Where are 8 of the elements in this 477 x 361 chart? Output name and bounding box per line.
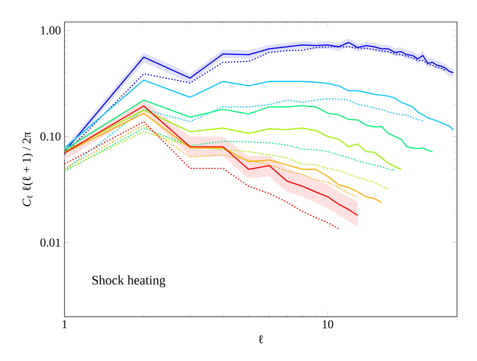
annotation: Shock heating	[92, 275, 166, 288]
x-tick-label: 10	[322, 320, 334, 328]
y-tick-label: 0.01	[40, 238, 60, 247]
y-tick-label: 1.00	[41, 26, 61, 34]
x-axis-title: ℓ	[258, 335, 263, 344]
y-axis-title: C$_{ℓ}$ ℓ(ℓ + 1) / 2π	[22, 132, 34, 206]
y-tick-label: 0.10	[40, 132, 61, 141]
x-tick-label: 1	[62, 320, 67, 328]
